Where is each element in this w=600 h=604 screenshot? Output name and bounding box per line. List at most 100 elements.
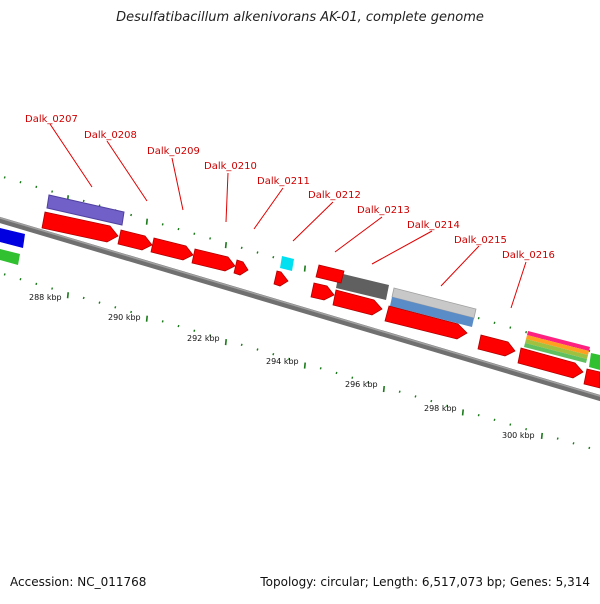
scale-label: 290 kbp bbox=[108, 313, 141, 322]
major-tick bbox=[224, 242, 227, 249]
gene-arrow-0208[interactable] bbox=[117, 229, 153, 251]
scale-label: 300 kbp bbox=[502, 431, 535, 440]
gene-arrow-0211[interactable] bbox=[233, 259, 249, 276]
minor-tick bbox=[130, 310, 133, 314]
gene-arrow-0210[interactable] bbox=[191, 248, 236, 272]
scale-label: 294 kbp bbox=[266, 357, 299, 366]
minor-tick bbox=[256, 251, 259, 254]
feature-dark-gray-bar[interactable] bbox=[336, 273, 389, 300]
gene-arrow-0216a[interactable] bbox=[477, 334, 516, 357]
minor-tick bbox=[588, 446, 591, 450]
gene-label[interactable]: Dalk_0215 bbox=[454, 235, 507, 246]
minor-tick bbox=[82, 296, 85, 300]
major-tick bbox=[461, 409, 464, 416]
minor-tick bbox=[572, 442, 575, 445]
scale-label: 296 kbp bbox=[345, 380, 378, 389]
minor-tick bbox=[509, 326, 512, 329]
feature-stack-orange[interactable] bbox=[526, 335, 589, 355]
major-tick bbox=[145, 218, 148, 225]
gene-arrow-0213a[interactable] bbox=[315, 264, 345, 284]
feature-purple-bar[interactable] bbox=[46, 194, 125, 226]
gene-arrow-0213b[interactable] bbox=[310, 282, 335, 301]
gene-label[interactable]: Dalk_0214 bbox=[407, 220, 460, 231]
major-tick bbox=[540, 432, 543, 439]
gene-label-leader bbox=[49, 123, 93, 188]
major-tick bbox=[224, 339, 227, 346]
gene-arrow-0207[interactable] bbox=[41, 211, 119, 243]
feature-blocks bbox=[0, 194, 600, 370]
minor-tick bbox=[161, 320, 164, 323]
minor-tick bbox=[193, 329, 196, 332]
lower-tick-row bbox=[3, 273, 591, 450]
gene-arrow-edge[interactable] bbox=[583, 368, 600, 389]
minor-tick bbox=[256, 348, 259, 351]
gene-label-leader bbox=[371, 230, 433, 265]
feature-stack-green[interactable] bbox=[524, 343, 587, 363]
gene-label[interactable]: Dalk_0216 bbox=[502, 250, 555, 261]
gene-arrow-0212[interactable] bbox=[273, 270, 289, 287]
minor-tick bbox=[35, 185, 38, 189]
gene-label-group: Dalk_0207 Dalk_0208 Dalk_0209 Dalk_0210 … bbox=[25, 114, 555, 309]
minor-tick bbox=[335, 371, 338, 375]
minor-tick bbox=[130, 213, 133, 217]
minor-tick bbox=[240, 343, 243, 347]
minor-tick bbox=[19, 277, 22, 281]
feature-cyan-square[interactable] bbox=[280, 256, 294, 271]
gene-arrow-0209[interactable] bbox=[150, 237, 194, 261]
minor-tick bbox=[288, 357, 291, 361]
gene-label[interactable]: Dalk_0210 bbox=[204, 161, 257, 172]
gene-label[interactable]: Dalk_0209 bbox=[147, 146, 200, 157]
gene-arrow-0214[interactable] bbox=[332, 289, 383, 316]
major-tick bbox=[303, 265, 306, 272]
minor-tick bbox=[3, 176, 6, 179]
minor-tick bbox=[209, 237, 212, 240]
minor-tick bbox=[588, 349, 591, 353]
feature-green-partial[interactable] bbox=[0, 249, 20, 265]
minor-tick bbox=[193, 232, 196, 235]
gene-label[interactable]: Dalk_0212 bbox=[308, 190, 361, 201]
minor-tick bbox=[351, 376, 354, 379]
minor-tick bbox=[82, 199, 85, 203]
minor-tick bbox=[493, 418, 496, 422]
minor-tick bbox=[240, 246, 243, 250]
feature-steel-blue-bar[interactable] bbox=[390, 297, 474, 327]
major-tick bbox=[382, 385, 385, 393]
feature-stack-olive[interactable] bbox=[525, 339, 588, 359]
feature-blue-partial[interactable] bbox=[0, 228, 25, 248]
gene-label-leader bbox=[440, 245, 480, 287]
gene-label[interactable]: Dalk_0211 bbox=[257, 176, 310, 187]
minor-tick bbox=[35, 282, 38, 286]
minor-tick bbox=[19, 180, 22, 184]
minor-tick bbox=[272, 255, 275, 259]
minor-tick bbox=[556, 437, 559, 440]
map-title: Desulfatibacillum alkenivorans AK-01, co… bbox=[116, 10, 484, 25]
backbone-line bbox=[0, 216, 600, 402]
gene-label-leader bbox=[171, 157, 184, 211]
gene-arrow-0215[interactable] bbox=[384, 305, 468, 340]
accession-text: Accession: NC_011768 bbox=[10, 575, 147, 589]
gene-arrow-0216b[interactable] bbox=[517, 347, 584, 379]
feature-right-green-edge[interactable] bbox=[589, 353, 600, 370]
minor-tick bbox=[493, 321, 496, 325]
minor-tick bbox=[525, 428, 528, 431]
feature-stack-magenta[interactable] bbox=[527, 331, 590, 351]
gene-label[interactable]: Dalk_0208 bbox=[84, 130, 137, 141]
gene-label-leader bbox=[225, 172, 229, 223]
gene-label-leader bbox=[106, 140, 148, 202]
scale-label-group: 288 kbp 290 kbp 292 kbp 294 kbp 296 kbp … bbox=[29, 293, 535, 440]
minor-tick bbox=[51, 287, 54, 290]
minor-tick bbox=[3, 273, 6, 276]
major-tick bbox=[145, 315, 148, 322]
minor-tick bbox=[477, 316, 480, 320]
gene-label[interactable]: Dalk_0213 bbox=[357, 205, 410, 216]
gene-label-leader bbox=[510, 261, 527, 309]
major-tick bbox=[303, 362, 306, 369]
gene-label[interactable]: Dalk_0207 bbox=[25, 114, 78, 125]
minor-tick bbox=[177, 227, 180, 231]
gene-label-leader bbox=[253, 187, 284, 230]
minor-tick bbox=[367, 381, 370, 384]
major-tick bbox=[66, 292, 69, 299]
minor-tick bbox=[319, 367, 322, 370]
